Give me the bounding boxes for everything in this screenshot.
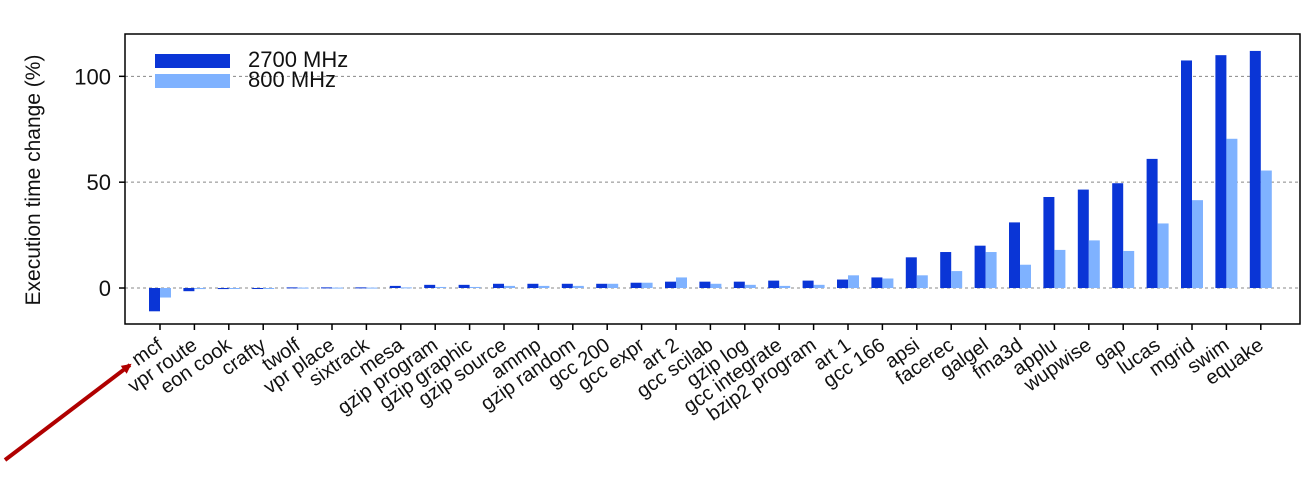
y-tick-label: 50	[87, 170, 111, 195]
legend-swatch	[155, 54, 230, 68]
legend-label: 800 MHz	[248, 67, 336, 92]
bar-series2	[1123, 250, 1135, 289]
bar-series1	[837, 279, 848, 289]
bar-series1	[286, 287, 298, 289]
legend-swatch	[155, 74, 230, 88]
bar-series2	[951, 271, 963, 289]
y-tick-label: 0	[99, 276, 111, 301]
bar-series1	[1043, 196, 1055, 289]
gridlines	[125, 75, 1300, 289]
bar-series2	[1020, 264, 1031, 289]
bar-series2	[297, 287, 309, 289]
bar-series1	[596, 283, 608, 289]
bar-series2	[1260, 170, 1272, 289]
bar-series1	[1249, 50, 1261, 289]
bar-series2	[228, 288, 240, 290]
bar-series1	[527, 283, 539, 289]
bar-series2	[848, 275, 859, 289]
plot-frame	[124, 33, 1301, 325]
bar-series1	[1146, 158, 1158, 289]
bar-series2	[263, 288, 275, 290]
bar-series2	[469, 286, 481, 289]
bar-series2	[641, 282, 653, 289]
bar-series1	[905, 257, 917, 289]
bar-series2	[160, 288, 171, 298]
bar-series1	[768, 280, 780, 289]
bar-series2	[1088, 240, 1100, 289]
bar-series2	[676, 277, 687, 289]
bar-series1	[389, 285, 401, 289]
bar-series2	[744, 284, 756, 289]
bar-series1	[974, 245, 986, 289]
bar-series2	[538, 285, 550, 289]
bar-series2	[435, 286, 447, 289]
bar-series2	[882, 278, 894, 289]
legend-label: 2700 MHz	[248, 47, 348, 72]
bar-series2	[985, 252, 997, 289]
bar-series2	[1192, 200, 1203, 289]
bar-series2	[1157, 223, 1169, 289]
bar-series2	[572, 285, 584, 289]
bar-series1	[630, 282, 642, 289]
bar-series1	[940, 252, 952, 289]
bar-series1	[665, 281, 676, 289]
bar-series1	[217, 288, 229, 290]
bar-series2	[607, 283, 619, 289]
bar-series1	[699, 281, 711, 289]
annotation-arrow	[3, 363, 132, 462]
bar-series2	[1226, 138, 1238, 289]
bar-series2	[710, 283, 722, 289]
y-axis: 0 50 100	[74, 64, 125, 301]
bar-series1	[493, 283, 504, 289]
bar-series1	[871, 277, 883, 289]
bar-series2	[916, 275, 928, 289]
bar-series1	[252, 288, 264, 290]
bar-series1	[733, 281, 745, 289]
y-axis-title: Execution time change (%)	[22, 55, 45, 306]
bar-series2	[194, 288, 206, 290]
bar-series1	[1077, 189, 1089, 289]
y-tick-label: 100	[74, 64, 111, 89]
bar-series1	[149, 288, 160, 312]
bar-series1	[458, 284, 470, 289]
bar-series1	[1215, 55, 1227, 289]
bar-series2	[813, 284, 825, 289]
bar-series1	[1009, 222, 1020, 289]
bars	[149, 50, 1272, 312]
bar-series1	[321, 287, 332, 289]
bar-series2	[332, 287, 343, 289]
bar-series2	[504, 285, 515, 289]
bar-series2	[400, 287, 412, 289]
bar-series1	[424, 284, 436, 289]
bar-series1	[355, 287, 367, 289]
bar-series2	[366, 287, 378, 289]
bar-series2	[779, 285, 791, 289]
bar-series1	[183, 288, 195, 292]
bar-series2	[1054, 249, 1066, 289]
bar-series1	[1112, 183, 1124, 289]
bar-series1	[802, 280, 814, 289]
bar-series1	[1181, 60, 1192, 289]
bar-series1	[561, 283, 573, 289]
